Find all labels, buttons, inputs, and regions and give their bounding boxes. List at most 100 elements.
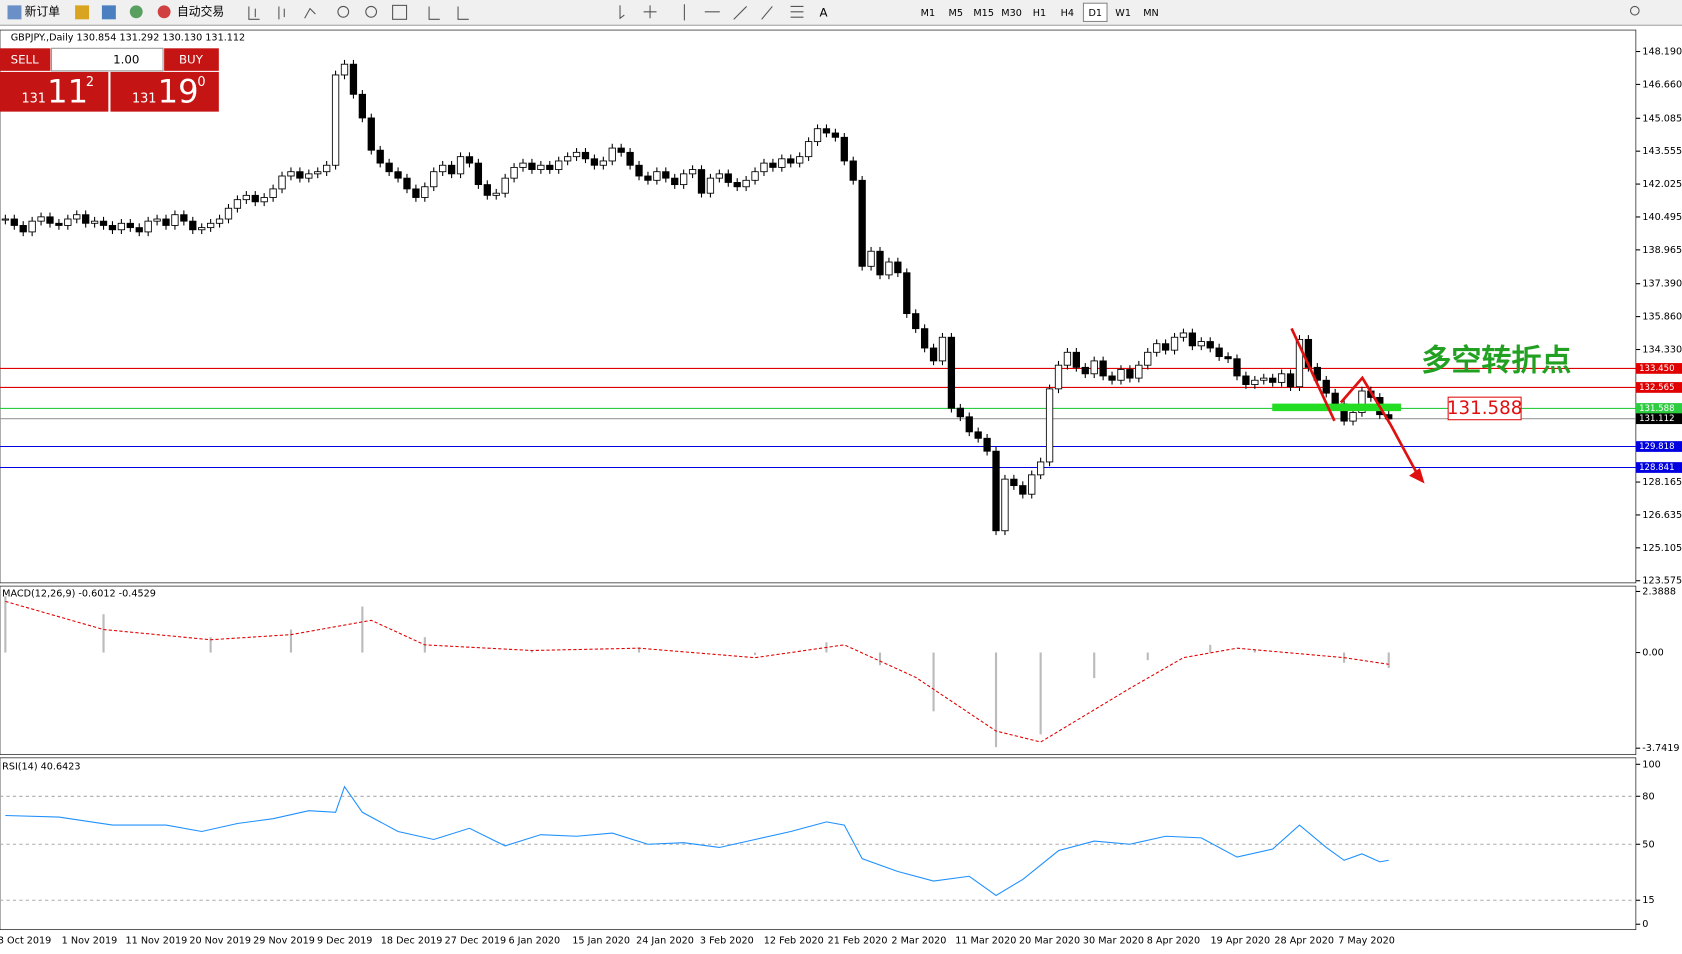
- candle: [1331, 392, 1339, 405]
- candle: [840, 136, 848, 162]
- candle: [537, 164, 545, 170]
- candle: [28, 220, 36, 233]
- candle: [947, 336, 956, 409]
- icon[interactable]: [129, 5, 143, 19]
- candle: [787, 158, 795, 164]
- candles: [1, 59, 1393, 536]
- icon[interactable]: [75, 5, 90, 20]
- candle: [1153, 343, 1161, 353]
- annotation: 多空转折点: [1421, 343, 1571, 378]
- macd-signal: [5, 600, 1389, 743]
- sell-label[interactable]: SELL: [11, 53, 40, 67]
- candle: [1010, 478, 1018, 487]
- timeframe[interactable]: H1: [1033, 8, 1046, 19]
- candle: [599, 160, 607, 166]
- y-tick-label: 125.105: [1642, 543, 1682, 554]
- green-marker: [1272, 403, 1401, 412]
- timeframe[interactable]: D1: [1088, 8, 1102, 19]
- buy-sup: 0: [197, 75, 205, 90]
- macd-tick-label: -3.7419: [1642, 743, 1679, 754]
- candle: [314, 171, 322, 175]
- x-tick-label: 8 Apr 2020: [1147, 935, 1200, 946]
- candle: [1188, 332, 1197, 347]
- sell-price-box[interactable]: [0, 71, 109, 112]
- candle: [903, 272, 911, 315]
- auto-trading[interactable]: 自动交易: [177, 4, 224, 18]
- x-tick-label: 29 Nov 2019: [253, 935, 315, 946]
- candle: [510, 166, 518, 179]
- candle: [742, 179, 750, 188]
- x-tick-label: 3 Oct 2019: [0, 935, 51, 946]
- icon[interactable]: [101, 5, 116, 20]
- candle: [992, 450, 1000, 532]
- y-tick-label: 148.190: [1642, 47, 1682, 58]
- x-tick-label: 9 Dec 2019: [317, 935, 372, 946]
- candle: [590, 158, 599, 166]
- candle: [171, 214, 179, 226]
- candle: [751, 171, 759, 181]
- timeframe[interactable]: MN: [1143, 8, 1159, 19]
- icon[interactable]: [1629, 5, 1640, 16]
- level-tag: [1635, 403, 1682, 414]
- candle: [82, 214, 90, 224]
- y-tick-label: 142.025: [1642, 179, 1682, 190]
- icon[interactable]: [392, 4, 408, 20]
- candle: [1224, 356, 1232, 360]
- arrow: [1290, 327, 1336, 422]
- icon[interactable]: [337, 5, 350, 18]
- lot-field[interactable]: [50, 47, 164, 72]
- candle: [206, 222, 215, 229]
- icon[interactable]: [7, 5, 22, 20]
- icon[interactable]: [428, 4, 804, 21]
- icon[interactable]: [248, 6, 316, 20]
- sell-digits: 11: [47, 72, 88, 110]
- candle: [528, 162, 536, 170]
- candle: [1028, 474, 1036, 495]
- macd-tick-label: 2.3888: [1642, 586, 1676, 597]
- candle: [706, 177, 715, 194]
- candle: [340, 63, 349, 76]
- candle: [1090, 360, 1098, 375]
- candle: [1045, 388, 1054, 463]
- rsi-tick-label: 15: [1642, 895, 1654, 906]
- candle: [662, 171, 670, 179]
- buy-button[interactable]: [164, 48, 219, 71]
- level-label: 131.112: [1639, 414, 1674, 424]
- icon[interactable]: [365, 5, 378, 18]
- icon[interactable]: [157, 5, 171, 19]
- candle: [37, 216, 45, 222]
- candle: [804, 141, 813, 158]
- sell-button[interactable]: [0, 48, 51, 71]
- buy-price-box[interactable]: [110, 71, 219, 112]
- timeframe[interactable]: W1: [1115, 8, 1131, 19]
- y-tick-label: 145.085: [1642, 113, 1682, 124]
- candle: [349, 63, 358, 95]
- candle: [233, 199, 242, 209]
- candle: [1179, 332, 1188, 338]
- candle: [671, 177, 679, 186]
- level-tag: [1635, 413, 1682, 425]
- candle: [323, 164, 331, 173]
- x-tick-label: 20 Mar 2020: [1019, 935, 1080, 946]
- candle: [983, 437, 991, 452]
- candle: [1313, 366, 1321, 381]
- text-tool[interactable]: A: [820, 5, 828, 19]
- lot-value[interactable]: 1.00: [113, 53, 139, 67]
- candle: [626, 151, 634, 166]
- candle: [1215, 347, 1223, 358]
- timeframe[interactable]: M1: [921, 8, 935, 19]
- candle: [224, 207, 233, 220]
- timeframe[interactable]: M30: [1001, 8, 1022, 19]
- buy-label[interactable]: BUY: [179, 53, 204, 67]
- timeframe[interactable]: H4: [1061, 8, 1074, 19]
- new-order[interactable]: 新订单: [25, 4, 61, 18]
- candle: [1206, 341, 1214, 349]
- timeframe[interactable]: M5: [949, 8, 963, 19]
- y-tick-label: 146.660: [1642, 79, 1682, 90]
- y-tick-label: 134.330: [1642, 345, 1682, 356]
- candle: [1144, 351, 1152, 366]
- timeframe[interactable]: M15: [973, 8, 994, 19]
- candle: [1286, 373, 1295, 388]
- candle: [501, 177, 509, 194]
